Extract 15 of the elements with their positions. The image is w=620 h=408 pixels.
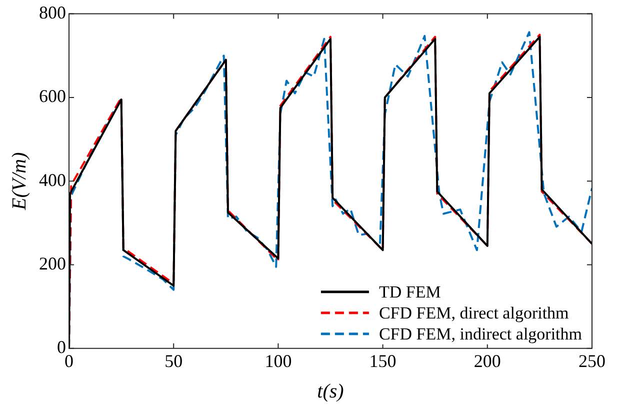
legend-label: TD FEM bbox=[378, 282, 441, 302]
y-tick-label: 400 bbox=[39, 170, 66, 190]
x-tick-label: 250 bbox=[578, 350, 606, 371]
y-tick-label: 800 bbox=[39, 2, 66, 23]
x-tick-label: 150 bbox=[369, 350, 396, 371]
y-tick-label: 0 bbox=[57, 337, 66, 358]
y-tick-label: 600 bbox=[39, 86, 66, 106]
y-axis-title: E(V/m) bbox=[8, 152, 30, 211]
y-tick-label: 200 bbox=[39, 253, 66, 274]
x-axis-title: t(s) bbox=[317, 380, 344, 402]
x-tick-label: 50 bbox=[164, 350, 183, 371]
x-tick-label: 200 bbox=[474, 350, 501, 371]
legend-label: CFD FEM, indirect algorithm bbox=[378, 324, 582, 344]
legend-label: CFD FEM, direct algorithm bbox=[378, 303, 569, 322]
x-tick-label: 100 bbox=[264, 350, 292, 371]
